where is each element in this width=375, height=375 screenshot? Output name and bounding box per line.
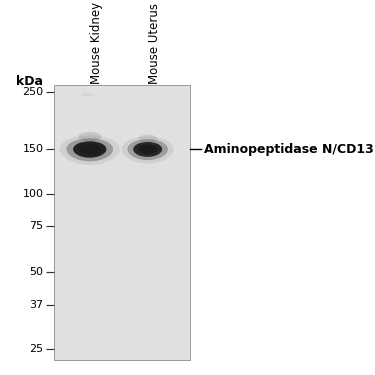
Ellipse shape [79, 144, 101, 154]
Text: 50: 50 [29, 267, 44, 277]
Ellipse shape [60, 135, 120, 165]
Text: 150: 150 [22, 144, 44, 154]
Text: Mouse Uterus: Mouse Uterus [148, 3, 160, 84]
Text: 75: 75 [29, 221, 44, 231]
Text: 100: 100 [22, 189, 44, 200]
Ellipse shape [133, 142, 162, 157]
Ellipse shape [73, 141, 106, 158]
Ellipse shape [128, 139, 168, 160]
Ellipse shape [138, 135, 157, 143]
Text: 37: 37 [29, 300, 44, 310]
Text: 25: 25 [29, 344, 44, 354]
Text: Aminopeptidase N/CD13: Aminopeptidase N/CD13 [204, 143, 374, 156]
Ellipse shape [138, 144, 157, 154]
Text: 250: 250 [22, 87, 44, 98]
Ellipse shape [66, 138, 113, 161]
Text: kDa: kDa [16, 75, 44, 88]
Bar [54, 85, 190, 360]
Ellipse shape [78, 132, 101, 141]
Ellipse shape [122, 136, 174, 164]
Text: Mouse Kidney: Mouse Kidney [90, 2, 103, 84]
Ellipse shape [81, 93, 93, 96]
